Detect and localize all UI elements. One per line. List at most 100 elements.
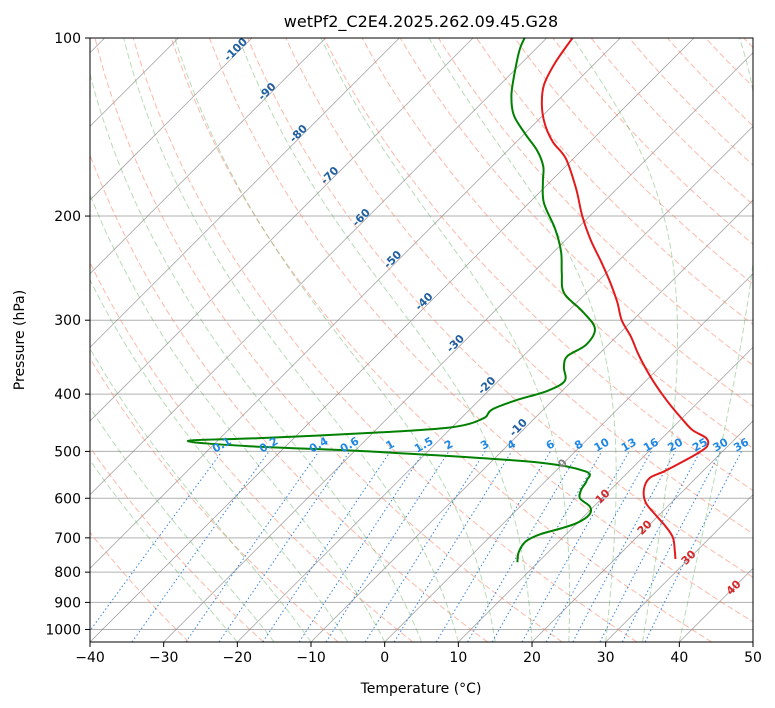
mixing-ratio-label-4: 1 bbox=[384, 437, 397, 452]
mixing-ratio-line-5 bbox=[298, 451, 425, 642]
mixing-ratio-line-8 bbox=[393, 451, 513, 642]
dry-adiabat-150 bbox=[590, 38, 753, 206]
mixing-ratio-label-8: 4 bbox=[505, 437, 518, 452]
moist-adiabat-10 bbox=[123, 38, 459, 642]
isotherm-50 bbox=[752, 641, 753, 642]
isotherm-0 bbox=[384, 273, 753, 642]
dry-adiabat-190 bbox=[743, 38, 753, 49]
isotherm--20 bbox=[237, 125, 753, 642]
dry-adiabat--30 bbox=[90, 531, 190, 642]
isotherm-10 bbox=[458, 346, 753, 642]
moist-adiabat--15 bbox=[90, 406, 275, 642]
plot-area: -100-90-80-70-60-50-40-30-20-100.1 0.2 0.4… bbox=[90, 35, 753, 642]
mixing-ratio-lines bbox=[90, 451, 742, 642]
mixing-ratio-line-2 bbox=[185, 451, 320, 642]
isotherm--100 bbox=[90, 38, 253, 201]
moist-adiabat-5 bbox=[90, 72, 422, 642]
mixing-ratio-line-9 bbox=[435, 451, 552, 642]
dry-adiabat-label-1: 20 bbox=[635, 517, 655, 537]
moist-adiabat--5 bbox=[90, 278, 349, 642]
isotherm--50 bbox=[90, 38, 621, 569]
isotherm--90 bbox=[90, 38, 326, 275]
dry-adiabat-110 bbox=[437, 38, 753, 366]
isotherm-label-7: -30 bbox=[444, 332, 467, 355]
y-tick-label: 1000 bbox=[45, 622, 81, 638]
x-tick-label: −20 bbox=[223, 650, 253, 666]
mixing-ratio-line-10 bbox=[467, 451, 580, 642]
y-axis-label: Pressure (hPa) bbox=[12, 290, 28, 390]
dry-adiabat-130 bbox=[514, 38, 753, 285]
isotherm-label-3: -70 bbox=[318, 164, 341, 187]
moist-adiabat--20 bbox=[90, 459, 238, 642]
isotherm--30 bbox=[163, 52, 753, 642]
dry-adiabat--20 bbox=[90, 446, 264, 642]
mixing-ratio-label-3: 0.6 bbox=[338, 434, 362, 455]
isotherm-20 bbox=[531, 420, 753, 642]
isotherm-label-6: -40 bbox=[412, 290, 435, 313]
dry-adiabat-140 bbox=[552, 38, 753, 245]
moist-adiabat-20 bbox=[238, 38, 533, 642]
y-tick-label: 200 bbox=[54, 209, 81, 225]
isotherm-label-1: -90 bbox=[255, 80, 278, 103]
mixing-ratio-line-16 bbox=[621, 451, 722, 642]
isotherm-30 bbox=[605, 494, 753, 642]
dry-adiabat-20 bbox=[94, 38, 563, 642]
dewpoint-line bbox=[186, 38, 596, 563]
y-tick-label: 400 bbox=[54, 387, 81, 403]
x-tick-label: 40 bbox=[670, 650, 688, 666]
x-axis: −40 −30 −20 −10 0 10 20 30 40 50 bbox=[75, 642, 762, 666]
y-tick-label: 900 bbox=[54, 595, 81, 611]
dry-adiabat-label-2: 30 bbox=[679, 547, 699, 567]
mixing-ratio-line-17 bbox=[644, 451, 742, 642]
y-tick-label: 800 bbox=[54, 565, 81, 581]
isotherm--60 bbox=[90, 38, 547, 496]
sounding-series bbox=[186, 38, 710, 563]
y-tick-label: 100 bbox=[54, 31, 81, 47]
isotherm-label-0: -100 bbox=[221, 35, 250, 64]
isotherm--10 bbox=[310, 199, 753, 642]
line-labels: -100-90-80-70-60-50-40-30-20-100.1 0.2 0.4… bbox=[210, 35, 751, 598]
isotherm--40 bbox=[90, 38, 695, 642]
dry-adiabat-90 bbox=[361, 38, 753, 449]
x-tick-label: −40 bbox=[75, 650, 105, 666]
x-tick-label: −30 bbox=[149, 650, 179, 666]
dry-adiabat-0 bbox=[90, 261, 414, 642]
isotherm-40 bbox=[679, 567, 753, 642]
isotherm--80 bbox=[90, 38, 400, 348]
dry-adiabat-10 bbox=[90, 153, 488, 642]
isotherm-lines bbox=[90, 38, 753, 642]
mixing-ratio-label-7: 3 bbox=[478, 437, 491, 452]
temperature-line bbox=[540, 38, 710, 560]
y-tick-label: 500 bbox=[54, 444, 81, 460]
dry-adiabat-40 bbox=[170, 38, 712, 642]
mixing-ratio-label-5: 1.5 bbox=[412, 434, 435, 455]
x-axis-label: Temperature (°C) bbox=[360, 681, 482, 697]
moist-adiabat-0 bbox=[90, 193, 386, 642]
isotherm-label-9: -10 bbox=[507, 416, 530, 439]
moist-adiabat-25 bbox=[320, 38, 570, 642]
moist-adiabat-15 bbox=[174, 38, 496, 642]
x-tick-label: 30 bbox=[597, 650, 615, 666]
mixing-ratio-line-14 bbox=[572, 451, 676, 642]
y-tick-label: 700 bbox=[54, 531, 81, 547]
moist-adiabat-lines bbox=[90, 38, 753, 642]
mixing-ratio-label-6: 2 bbox=[442, 437, 455, 452]
dry-adiabat-170 bbox=[667, 38, 753, 127]
moist-adiabat-30 bbox=[428, 38, 617, 642]
dry-adiabat-lines bbox=[90, 38, 753, 642]
isotherm-label-5: -50 bbox=[381, 248, 404, 271]
mixing-ratio-line-12 bbox=[521, 451, 630, 642]
dry-adiabat-30 bbox=[132, 38, 638, 642]
plot-frame bbox=[89, 37, 754, 643]
mixing-ratio-line-4 bbox=[262, 451, 391, 642]
chart-title: wetPf2_C2E4.2025.262.09.45.G28 bbox=[284, 12, 558, 32]
x-tick-label: 0 bbox=[380, 650, 389, 666]
dry-adiabat-70 bbox=[285, 38, 753, 535]
x-tick-label: −10 bbox=[296, 650, 326, 666]
x-tick-label: 10 bbox=[449, 650, 467, 666]
mixing-ratio-line-3 bbox=[218, 451, 351, 642]
mixing-ratio-line-1 bbox=[131, 451, 270, 642]
mixing-ratio-line-0 bbox=[90, 451, 223, 632]
dry-adiabat-50 bbox=[209, 38, 753, 623]
